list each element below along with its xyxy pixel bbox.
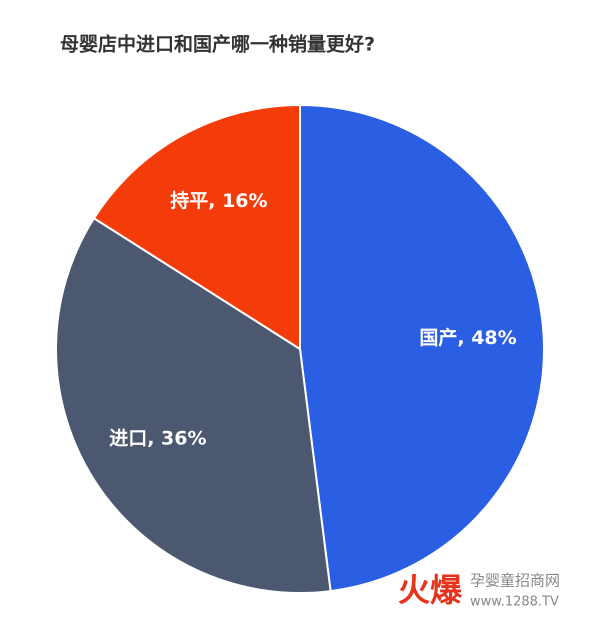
pie-slice [299,103,545,593]
data-label: 持平, 16% [170,189,267,212]
chart-title: 母婴店中进口和国产哪一种销量更好? [60,33,375,56]
pie-slice [55,216,332,594]
data-label: 国产, 48% [419,326,516,349]
pie-labels: 国产, 48% 进口, 36% 持平, 16% [109,189,516,450]
watermark-brand: 火爆 [398,571,463,609]
data-label: 进口, 36% [109,428,206,450]
watermark-url: www.1288.TV [470,595,559,610]
pie [55,103,545,594]
watermark-site: 孕婴童招商网 [470,572,560,590]
pie-slice [92,103,301,351]
